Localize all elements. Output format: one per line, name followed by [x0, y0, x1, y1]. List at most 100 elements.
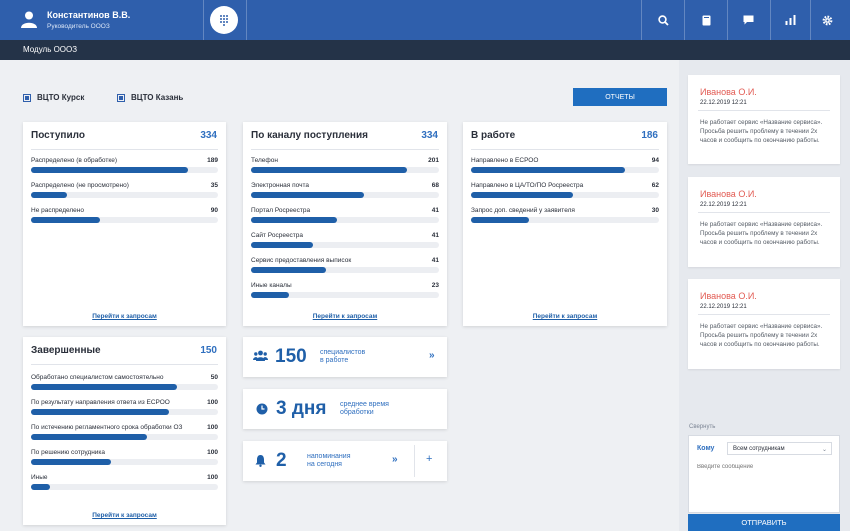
- message-date: 22.12.2019 12:21: [700, 304, 747, 310]
- send-button[interactable]: ОТПРАВИТЬ: [688, 514, 840, 531]
- row-value: 41: [431, 257, 439, 264]
- recipient-label: Кому: [697, 445, 715, 452]
- progress-track: [31, 192, 218, 198]
- row-value: 30: [651, 207, 659, 214]
- row-value: 94: [651, 157, 659, 164]
- progress-fill: [251, 217, 338, 223]
- stat-row: Иные 100: [31, 474, 218, 496]
- stat-row: Телефон 201: [251, 157, 439, 179]
- row-label: Запрос доп. сведений у заявителя: [471, 207, 575, 214]
- bell-icon: [255, 455, 266, 467]
- divider: [727, 0, 728, 40]
- message-card[interactable]: Иванова О.И. 22.12.2019 12:21 Не работае…: [688, 279, 840, 369]
- stat-reminders: 2 напоминания на сегодня » +: [243, 441, 447, 481]
- row-value: 35: [210, 182, 218, 189]
- progress-track: [31, 217, 218, 223]
- card-count: 186: [641, 130, 658, 141]
- card-in-work: В работе 186 Направлено в ЕСРОО 94 Направл…: [463, 122, 667, 326]
- stat-row: По истечению регламентного срока обработ…: [31, 424, 218, 446]
- go-to-requests-link[interactable]: Перейти к запросам: [532, 313, 598, 320]
- stat-row: Сайт Росреестра 41: [251, 232, 439, 254]
- stat-row: Направлено в ЦА/ТО/ПО Росреестра 62: [471, 182, 659, 204]
- divider: [246, 0, 247, 40]
- desc-line: в работе: [320, 357, 349, 364]
- specialists-desc: специалистов в работе: [320, 349, 365, 365]
- card-by-channel: По каналу поступления 334 Телефон 201 Элек…: [243, 122, 447, 326]
- chevron-right-icon[interactable]: »: [392, 454, 398, 465]
- progress-fill: [251, 292, 289, 298]
- message-author: Иванова О.И.: [700, 189, 757, 199]
- progress-track: [251, 242, 439, 248]
- message-author: Иванова О.И.: [700, 87, 757, 97]
- stat-row: Сервис предоставления выписок 41: [251, 257, 439, 279]
- stat-avg-time: 3 дня среднее время обработки: [243, 389, 447, 429]
- progress-track: [251, 292, 439, 298]
- row-label: Обработано специалистом самостоятельно: [31, 374, 164, 381]
- row-label: Сервис предоставления выписок: [251, 257, 352, 264]
- go-to-requests-link[interactable]: Перейти к запросам: [312, 313, 378, 320]
- row-label: Портал Росреестра: [251, 207, 311, 214]
- progress-track: [251, 217, 439, 223]
- row-value: 41: [431, 232, 439, 239]
- divider: [251, 149, 439, 150]
- reports-button[interactable]: ОТЧЕТЫ: [573, 88, 667, 106]
- card-count: 334: [200, 130, 217, 141]
- card-count: 334: [421, 130, 438, 141]
- desc-line: на сегодня: [307, 461, 342, 468]
- compose-box: Кому Всем сотрудникам ⌄: [688, 435, 840, 513]
- chat-button[interactable]: [738, 10, 758, 30]
- row-value: 68: [431, 182, 439, 189]
- row-value: 90: [210, 207, 218, 214]
- progress-track: [31, 384, 218, 390]
- module-bar: Модуль ОООЗ: [0, 40, 850, 60]
- progress-fill: [251, 192, 364, 198]
- apps-menu-button[interactable]: [210, 6, 238, 34]
- filter-checkbox-kazan[interactable]: ВЦТО Казань: [117, 93, 183, 102]
- message-card[interactable]: Иванова О.И. 22.12.2019 12:21 Не работае…: [688, 75, 840, 164]
- statistics-button[interactable]: [780, 10, 800, 30]
- message-date: 22.12.2019 12:21: [700, 202, 747, 208]
- card-title: Завершенные: [31, 345, 101, 356]
- message-input[interactable]: [697, 464, 832, 470]
- user-name[interactable]: Константинов В.В.: [47, 10, 131, 20]
- user-icon[interactable]: [20, 10, 38, 28]
- filter-label: ВЦТО Казань: [131, 93, 184, 102]
- users-icon: [253, 350, 268, 361]
- specialists-count: 150: [275, 346, 307, 367]
- progress-track: [251, 267, 439, 273]
- row-label: Электронная почта: [251, 182, 310, 189]
- progress-track: [31, 459, 218, 465]
- divider: [698, 314, 830, 315]
- message-text: Не работает сервис «Название сервиса». П…: [700, 323, 823, 348]
- settings-button[interactable]: [817, 10, 837, 30]
- progress-fill: [31, 409, 170, 415]
- reminders-count: 2: [276, 450, 287, 471]
- go-to-requests-link[interactable]: Перейти к запросам: [92, 512, 157, 519]
- progress-track: [31, 484, 218, 490]
- divider: [698, 110, 830, 111]
- top-bar: Константинов В.В. Руководитель ОООЗ: [0, 0, 850, 40]
- stat-specialists[interactable]: 150 специалистов в работе »: [243, 337, 447, 377]
- progress-fill: [31, 217, 101, 223]
- row-value: 201: [428, 157, 439, 164]
- filter-checkbox-kursk[interactable]: ВЦТО Курск: [23, 93, 84, 102]
- desc-line: среднее время: [340, 401, 389, 408]
- go-to-requests-link[interactable]: Перейти к запросам: [92, 313, 157, 320]
- divider: [31, 364, 218, 365]
- clock-icon: [256, 403, 268, 415]
- row-label: Распределено (в обработке): [31, 157, 118, 164]
- desc-line: напоминания: [307, 453, 351, 460]
- chevron-right-icon[interactable]: »: [429, 350, 435, 361]
- card-completed: Завершенные 150 Обработано специалистом …: [23, 337, 226, 525]
- progress-fill: [31, 384, 177, 390]
- row-label: Телефон: [251, 157, 278, 164]
- progress-fill: [31, 459, 112, 465]
- collapse-link[interactable]: Свернуть: [689, 424, 716, 430]
- book-button[interactable]: [696, 10, 716, 30]
- message-card[interactable]: Иванова О.И. 22.12.2019 12:21 Не работае…: [688, 177, 840, 267]
- search-button[interactable]: [653, 10, 673, 30]
- recipient-select[interactable]: Всем сотрудникам ⌄: [727, 442, 832, 455]
- card-received: Поступило 334 Распределено (в обработке)…: [23, 122, 226, 326]
- row-label: Иные каналы: [251, 282, 292, 289]
- add-reminder-button[interactable]: +: [426, 453, 433, 465]
